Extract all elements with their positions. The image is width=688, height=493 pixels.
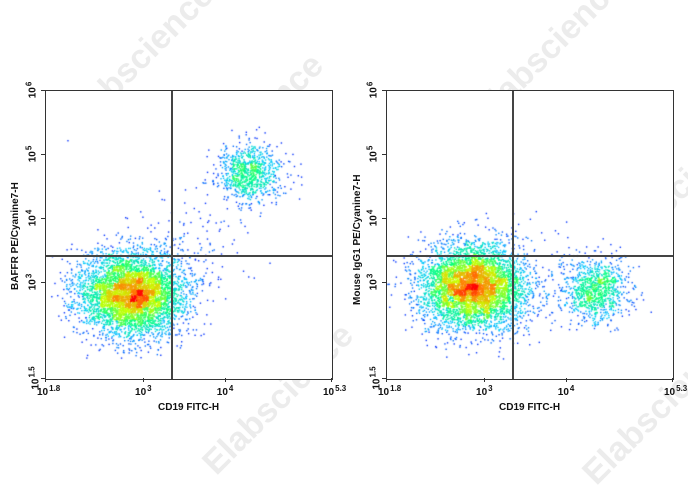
y-tick-mark <box>382 154 386 155</box>
x-axis-title: CD19 FITC-H <box>158 402 220 413</box>
x-tick-label: 103 <box>135 384 152 398</box>
x-tick-label: 104 <box>557 384 575 398</box>
scatter-canvas <box>387 91 673 379</box>
x-tick-mark <box>143 378 145 382</box>
quadrant-gate-horizontal <box>387 255 673 257</box>
x-tick-mark <box>224 378 226 382</box>
y-tick-label: 105 <box>365 145 380 163</box>
x-axis-title: CD19 FITC-H <box>499 402 561 413</box>
plot-area <box>45 90 333 380</box>
y-tick-mark <box>382 378 386 379</box>
x-tick-label: 105.3 <box>323 384 347 398</box>
y-tick-mark <box>41 154 45 155</box>
x-tick-mark <box>565 378 567 382</box>
scatter-canvas <box>46 91 332 379</box>
x-tick-mark <box>331 378 332 382</box>
y-tick-mark <box>382 90 386 91</box>
x-tick-label: 103 <box>476 384 493 398</box>
y-tick-label: 103 <box>365 273 380 291</box>
x-tick-label: 104 <box>216 384 234 398</box>
y-tick-mark <box>41 218 45 219</box>
plot-panel-baffr: BAFFR PE/Cyanine7-H CD19 FITC-H 101.8 103… <box>0 0 347 490</box>
y-tick-mark <box>41 90 45 91</box>
x-tick-mark <box>45 378 46 382</box>
x-tick-mark <box>386 378 387 382</box>
x-tick-label: 101.8 <box>378 384 402 398</box>
x-tick-label: 105.3 <box>664 384 688 398</box>
y-tick-label: 101.5 <box>368 366 383 390</box>
y-tick-label: 104 <box>365 209 380 227</box>
quadrant-gate-horizontal <box>46 255 332 257</box>
x-tick-label: 101.8 <box>37 384 61 398</box>
y-tick-label: 106 <box>365 81 380 99</box>
y-tick-mark <box>41 282 45 283</box>
y-tick-mark <box>382 218 386 219</box>
y-tick-mark <box>41 378 45 379</box>
x-tick-mark <box>484 378 486 382</box>
plot-area <box>386 90 674 380</box>
x-tick-mark <box>672 378 673 382</box>
y-tick-mark <box>382 282 386 283</box>
quadrant-gate-vertical <box>512 91 514 379</box>
quadrant-gate-vertical <box>171 91 173 379</box>
y-axis-title: Mouse IgG1 PE/Cyanine7-H <box>352 174 363 305</box>
